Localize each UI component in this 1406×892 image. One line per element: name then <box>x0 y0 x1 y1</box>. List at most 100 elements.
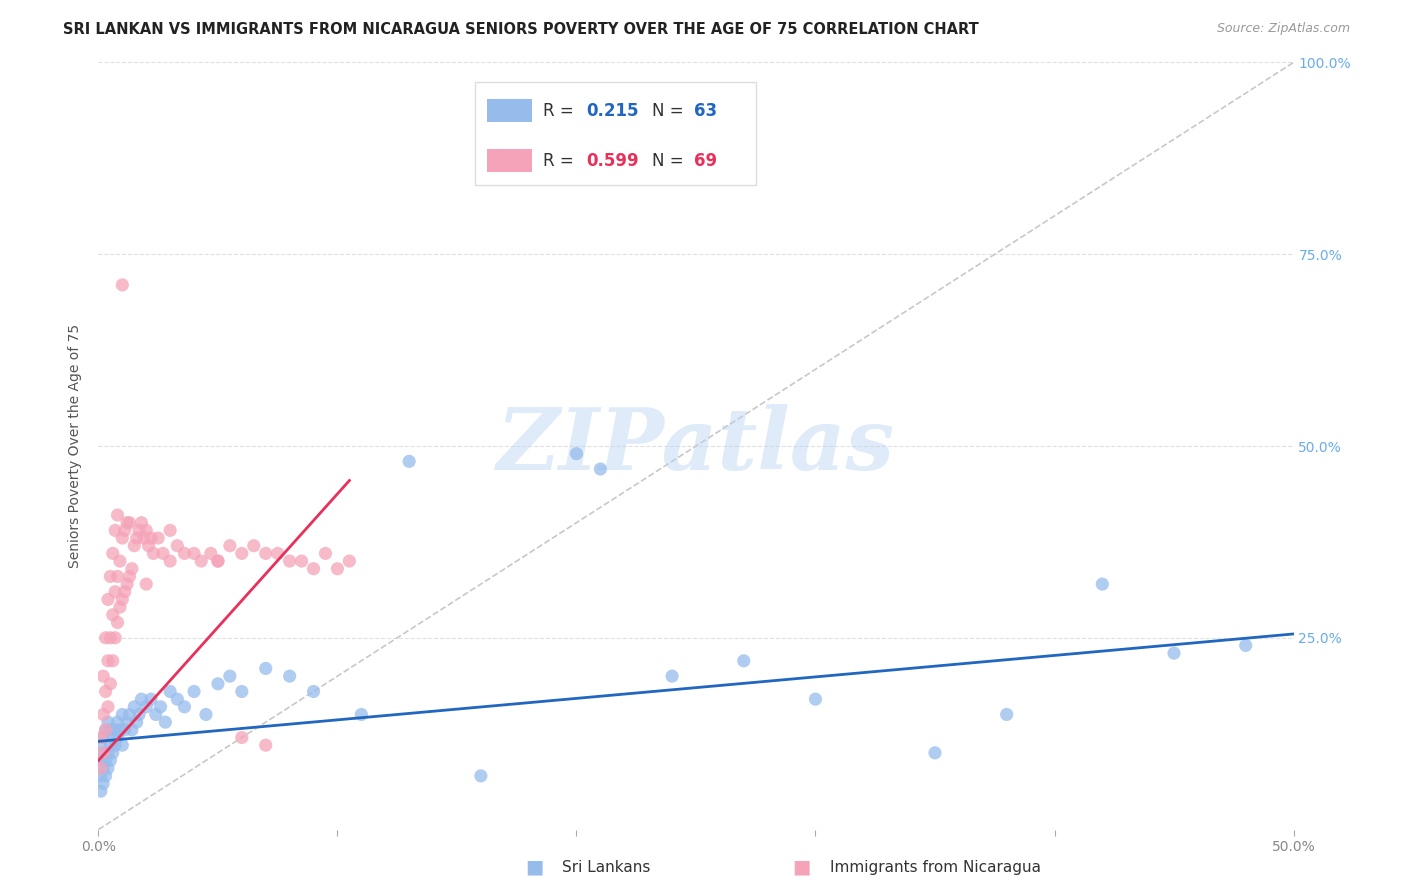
Sri Lankans <box>101 746 124 760</box>
Immigrants from Nicaragua <box>94 723 117 737</box>
Text: 0.215: 0.215 <box>586 102 638 120</box>
Sri Lankans <box>98 754 122 768</box>
Text: N =: N = <box>652 102 689 120</box>
Sri Lankans <box>145 707 167 722</box>
Sri Lankans <box>155 715 177 730</box>
Sri Lankans <box>173 699 195 714</box>
Y-axis label: Seniors Poverty Over the Age of 75: Seniors Poverty Over the Age of 75 <box>69 324 83 568</box>
Text: Sri Lankans: Sri Lankans <box>562 860 651 874</box>
Immigrants from Nicaragua <box>107 508 129 522</box>
Sri Lankans <box>115 715 138 730</box>
Sri Lankans <box>121 723 143 737</box>
Sri Lankans <box>219 669 242 683</box>
Text: 0.599: 0.599 <box>586 152 638 169</box>
Immigrants from Nicaragua <box>159 524 181 538</box>
Immigrants from Nicaragua <box>91 746 114 760</box>
Immigrants from Nicaragua <box>132 531 155 545</box>
Sri Lankans <box>90 769 112 783</box>
Immigrants from Nicaragua <box>97 592 120 607</box>
Immigrants from Nicaragua <box>135 577 157 591</box>
Sri Lankans <box>131 692 153 706</box>
Sri Lankans <box>254 661 277 675</box>
Sri Lankans <box>91 731 114 745</box>
Immigrants from Nicaragua <box>339 554 361 568</box>
Text: ■: ■ <box>524 857 544 877</box>
Bar <box>486 149 533 172</box>
Immigrants from Nicaragua <box>302 562 325 576</box>
Sri Lankans <box>104 738 127 752</box>
Sri Lankans <box>924 746 946 760</box>
Immigrants from Nicaragua <box>104 631 127 645</box>
Immigrants from Nicaragua <box>139 531 162 545</box>
Sri Lankans <box>107 715 129 730</box>
Sri Lankans <box>90 738 112 752</box>
Immigrants from Nicaragua <box>183 546 205 560</box>
Immigrants from Nicaragua <box>104 524 127 538</box>
Immigrants from Nicaragua <box>231 546 253 560</box>
Sri Lankans <box>91 776 114 790</box>
Immigrants from Nicaragua <box>207 554 229 568</box>
Text: Immigrants from Nicaragua: Immigrants from Nicaragua <box>830 860 1040 874</box>
Immigrants from Nicaragua <box>98 631 122 645</box>
Text: N =: N = <box>652 152 689 169</box>
Immigrants from Nicaragua <box>114 584 136 599</box>
Immigrants from Nicaragua <box>121 562 143 576</box>
Immigrants from Nicaragua <box>91 707 114 722</box>
Text: Source: ZipAtlas.com: Source: ZipAtlas.com <box>1216 22 1350 36</box>
Immigrants from Nicaragua <box>114 524 136 538</box>
Sri Lankans <box>114 723 136 737</box>
Sri Lankans <box>207 677 229 691</box>
Text: 69: 69 <box>693 152 717 169</box>
Immigrants from Nicaragua <box>90 761 112 775</box>
Immigrants from Nicaragua <box>115 516 138 530</box>
Immigrants from Nicaragua <box>243 539 266 553</box>
Text: R =: R = <box>543 102 579 120</box>
Sri Lankans <box>118 707 141 722</box>
Sri Lankans <box>98 723 122 737</box>
Sri Lankans <box>135 699 157 714</box>
Immigrants from Nicaragua <box>115 577 138 591</box>
Immigrants from Nicaragua <box>131 516 153 530</box>
Sri Lankans <box>94 754 117 768</box>
Bar <box>486 99 533 122</box>
Immigrants from Nicaragua <box>98 569 122 583</box>
Immigrants from Nicaragua <box>278 554 301 568</box>
Sri Lankans <box>159 684 181 698</box>
Immigrants from Nicaragua <box>94 684 117 698</box>
FancyBboxPatch shape <box>475 81 756 186</box>
Immigrants from Nicaragua <box>107 569 129 583</box>
Immigrants from Nicaragua <box>142 546 165 560</box>
Immigrants from Nicaragua <box>101 654 124 668</box>
Immigrants from Nicaragua <box>254 738 277 752</box>
Sri Lankans <box>1091 577 1114 591</box>
Sri Lankans <box>149 699 172 714</box>
Text: 63: 63 <box>693 102 717 120</box>
Sri Lankans <box>139 692 162 706</box>
Sri Lankans <box>350 707 373 722</box>
Sri Lankans <box>166 692 188 706</box>
Sri Lankans <box>90 754 112 768</box>
Immigrants from Nicaragua <box>94 631 117 645</box>
Immigrants from Nicaragua <box>190 554 212 568</box>
Sri Lankans <box>1234 639 1257 653</box>
Sri Lankans <box>470 769 492 783</box>
Sri Lankans <box>1163 646 1185 660</box>
Immigrants from Nicaragua <box>315 546 337 560</box>
Immigrants from Nicaragua <box>291 554 314 568</box>
Sri Lankans <box>97 715 120 730</box>
Sri Lankans <box>733 654 755 668</box>
Immigrants from Nicaragua <box>207 554 229 568</box>
Sri Lankans <box>302 684 325 698</box>
Immigrants from Nicaragua <box>91 669 114 683</box>
Text: R =: R = <box>543 152 579 169</box>
Sri Lankans <box>98 738 122 752</box>
Sri Lankans <box>125 715 148 730</box>
Sri Lankans <box>231 684 253 698</box>
Immigrants from Nicaragua <box>231 731 253 745</box>
Immigrants from Nicaragua <box>166 539 188 553</box>
Sri Lankans <box>278 669 301 683</box>
Immigrants from Nicaragua <box>98 677 122 691</box>
Immigrants from Nicaragua <box>173 546 195 560</box>
Immigrants from Nicaragua <box>326 562 349 576</box>
Text: ZIPatlas: ZIPatlas <box>496 404 896 488</box>
